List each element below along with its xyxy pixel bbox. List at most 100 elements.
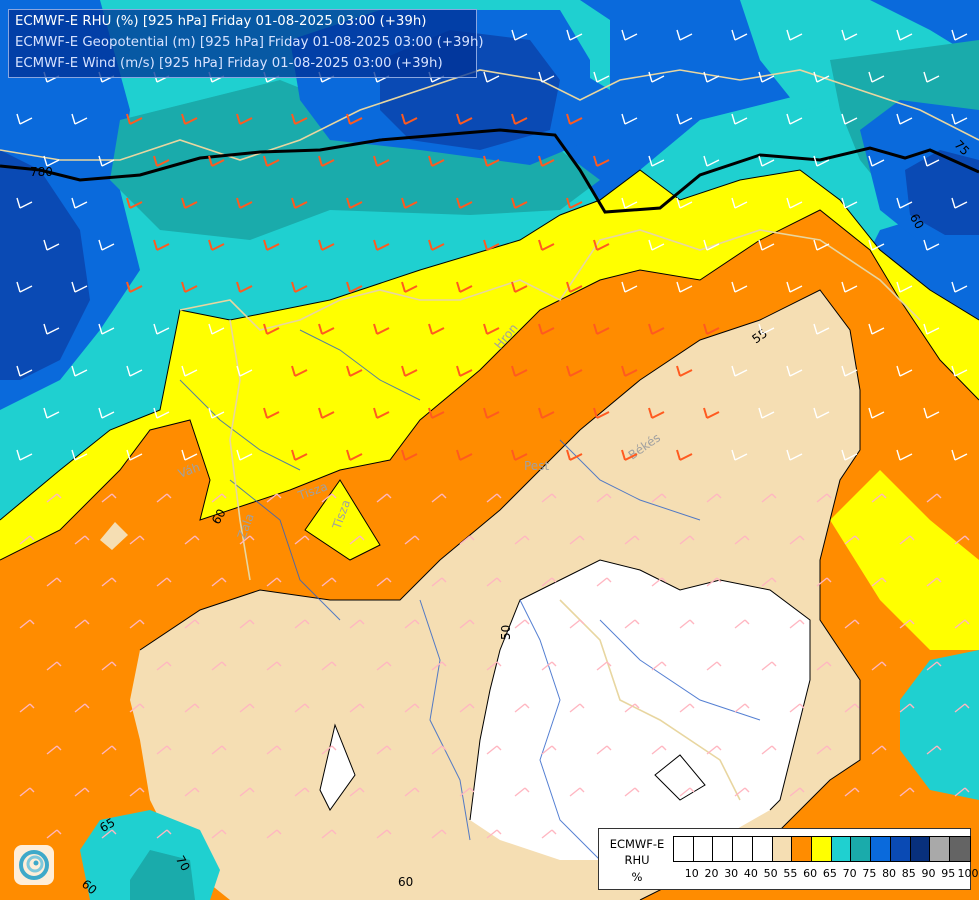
wind-barb-icon	[156, 829, 172, 839]
wind-barb-icon	[456, 365, 473, 377]
wind-barb-icon	[46, 829, 62, 839]
wind-barb-icon	[486, 577, 502, 587]
wind-barb-icon	[71, 113, 88, 125]
wind-barb-icon	[758, 323, 775, 335]
wind-barb-icon	[703, 155, 720, 167]
rhu-band-75	[110, 80, 600, 240]
wind-barb-icon	[569, 619, 585, 629]
rhu-band-65-right	[830, 470, 979, 650]
wind-barb-icon	[456, 197, 473, 209]
legend-swatch	[812, 837, 832, 861]
rhu-label: 70	[173, 853, 193, 873]
legend-tick-label: 50	[763, 867, 778, 880]
wind-barb-icon	[703, 239, 720, 251]
wind-barb-icon	[789, 619, 805, 629]
wind-barb-icon	[46, 577, 62, 587]
legend-swatch	[910, 837, 931, 861]
wind-barb-icon	[349, 703, 365, 713]
wind-barb-icon	[318, 155, 335, 167]
wind-barb-icon	[266, 829, 282, 839]
wind-barb-icon	[841, 113, 858, 125]
wind-barb-icon	[844, 619, 860, 629]
wind-barb-icon	[651, 745, 667, 755]
wind-barb-icon	[98, 407, 115, 419]
wind-barb-icon	[896, 365, 913, 377]
wind-barb-icon	[813, 407, 830, 419]
wind-barb-icon	[428, 239, 445, 251]
wind-barb-icon	[266, 493, 282, 503]
wind-barb-icon	[789, 535, 805, 545]
wind-barb-icon	[153, 323, 170, 335]
wind-barb-icon	[761, 745, 777, 755]
wind-barb-icon	[459, 535, 475, 545]
legend-swatch	[831, 837, 852, 861]
wind-barb-icon	[734, 787, 750, 797]
wind-barb-icon	[266, 577, 282, 587]
wind-barb-icon	[376, 493, 392, 503]
wind-barb-icon	[428, 407, 445, 419]
wind-barb-icon	[346, 365, 363, 377]
wind-barb-icon	[16, 197, 33, 209]
wind-barb-icon	[346, 281, 363, 293]
wind-barb-icon	[294, 535, 310, 545]
wind-barb-icon	[706, 577, 722, 587]
rhu-title: ECMWF-E RHU (%) [925 hPa] Friday 01-08-2…	[15, 14, 427, 29]
wind-barb-icon	[621, 281, 638, 293]
rhu-band-75-bottom-left	[130, 850, 195, 900]
wind-barb-icon	[456, 281, 473, 293]
wind-barb-icon	[263, 155, 280, 167]
wind-barb-icon	[129, 787, 145, 797]
wind-barb-icon	[676, 113, 693, 125]
wind-barb-icon	[321, 493, 337, 503]
wind-barb-icon	[926, 661, 942, 671]
wind-barb-icon	[676, 197, 693, 209]
wind-barb-icon	[373, 323, 390, 335]
legend-tick-label: 80	[882, 867, 897, 880]
wind-barb-icon	[486, 829, 502, 839]
legend-swatches	[673, 836, 971, 862]
wind-barb-icon	[373, 239, 390, 251]
wind-barb-icon	[98, 323, 115, 335]
rhu-band-85-right	[905, 150, 979, 235]
wind-barb-icon	[541, 493, 557, 503]
wind-barb-icon	[624, 787, 640, 797]
wind-barb-icon	[514, 787, 530, 797]
wind-barb-icon	[263, 407, 280, 419]
wind-barb-icon	[789, 703, 805, 713]
wind-barb-icon	[511, 281, 528, 293]
wind-barb-icon	[184, 535, 200, 545]
legend-tick-label: 90	[921, 867, 936, 880]
wind-barb-icon	[211, 829, 227, 839]
wind-barb-icon	[431, 745, 447, 755]
wind-barb-icon	[514, 703, 530, 713]
wind-barb-icon	[43, 323, 60, 335]
legend-tick-label: 60	[803, 867, 818, 880]
wind-barb-icon	[899, 619, 915, 629]
wind-barb-icon	[511, 113, 528, 125]
legend-swatch	[792, 837, 813, 861]
wind-barb-icon	[156, 745, 172, 755]
wind-barb-icon	[926, 493, 942, 503]
wind-barb-icon	[621, 197, 638, 209]
wind-barb-icon	[236, 281, 253, 293]
legend-swatch	[851, 837, 872, 861]
wind-barb-icon	[593, 71, 610, 83]
wind-barb-icon	[153, 155, 170, 167]
wind-barb-icon	[428, 323, 445, 335]
wind-barb-icon	[923, 323, 940, 335]
legend-swatch	[693, 837, 714, 861]
wind-barb-icon	[676, 365, 693, 377]
wind-barb-icon	[868, 71, 885, 83]
wind-barb-icon	[373, 155, 390, 167]
wind-barb-icon	[566, 197, 583, 209]
legend-tick-label: 30	[724, 867, 739, 880]
wind-barb-icon	[761, 493, 777, 503]
wind-barb-icon	[294, 787, 310, 797]
wind-barb-icon	[731, 113, 748, 125]
wind-barb-icon	[349, 619, 365, 629]
wind-barb-icon	[211, 577, 227, 587]
wind-barb-icon	[401, 113, 418, 125]
wind-barb-icon	[816, 577, 832, 587]
wind-barb-icon	[841, 281, 858, 293]
